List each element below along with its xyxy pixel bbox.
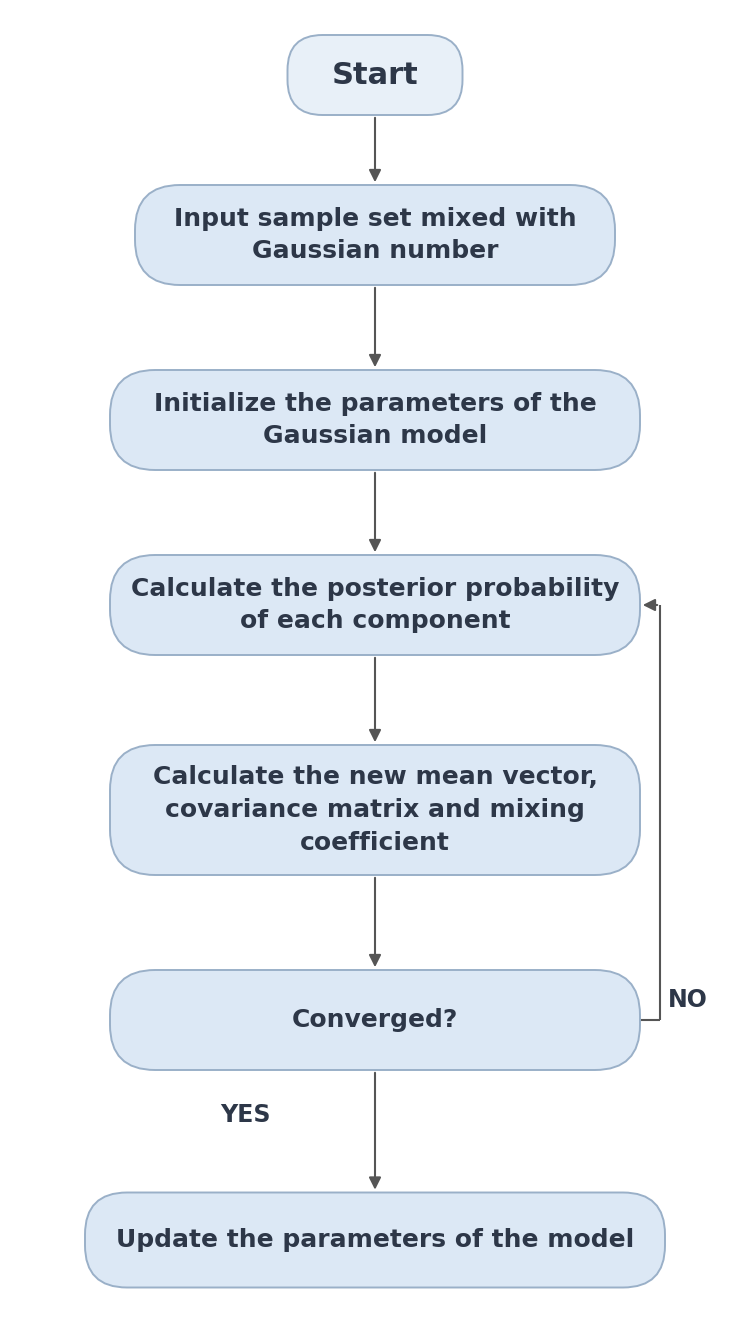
FancyBboxPatch shape bbox=[110, 745, 640, 875]
FancyBboxPatch shape bbox=[110, 970, 640, 1071]
Text: Input sample set mixed with
Gaussian number: Input sample set mixed with Gaussian num… bbox=[174, 206, 576, 263]
Text: Converged?: Converged? bbox=[292, 1008, 458, 1032]
Text: NO: NO bbox=[668, 988, 708, 1012]
FancyBboxPatch shape bbox=[110, 370, 640, 470]
Text: Initialize the parameters of the
Gaussian model: Initialize the parameters of the Gaussia… bbox=[154, 391, 596, 449]
FancyBboxPatch shape bbox=[110, 555, 640, 655]
Text: Calculate the new mean vector,
covariance matrix and mixing
coefficient: Calculate the new mean vector, covarianc… bbox=[152, 765, 598, 855]
FancyBboxPatch shape bbox=[135, 185, 615, 285]
Text: Update the parameters of the model: Update the parameters of the model bbox=[116, 1227, 634, 1252]
Text: YES: YES bbox=[220, 1103, 270, 1127]
FancyBboxPatch shape bbox=[85, 1193, 665, 1288]
FancyBboxPatch shape bbox=[287, 35, 463, 115]
Text: Calculate the posterior probability
of each component: Calculate the posterior probability of e… bbox=[130, 576, 620, 634]
Text: Start: Start bbox=[332, 60, 419, 90]
